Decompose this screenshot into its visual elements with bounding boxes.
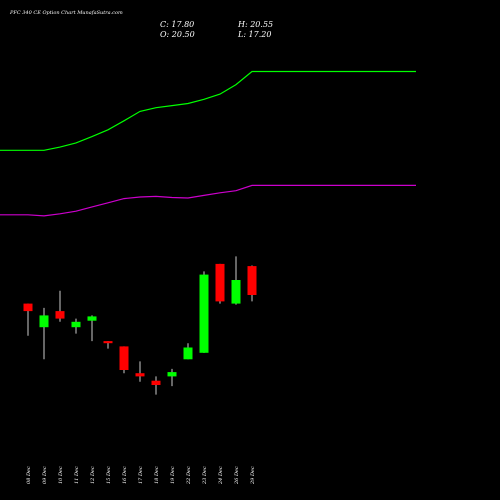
x-tick-label: 12 Dec xyxy=(90,466,96,484)
x-tick-label: 09 Dec xyxy=(42,466,48,484)
candle-up xyxy=(71,321,81,328)
candle-down xyxy=(215,263,225,302)
high-readout: H: 20.55 xyxy=(238,20,274,29)
candle-down xyxy=(151,380,161,385)
x-tick-label: 11 Dec xyxy=(74,466,80,484)
x-tick-label: 29 Dec xyxy=(250,466,256,485)
candle-up xyxy=(167,372,177,377)
upper-band-line xyxy=(0,70,416,151)
x-tick-label: 10 Dec xyxy=(58,466,64,484)
x-tick-label: 18 Dec xyxy=(154,466,160,484)
x-tick-label: 23 Dec xyxy=(202,466,208,485)
candle-down xyxy=(55,311,65,319)
candle-up xyxy=(87,316,97,321)
lower-band-line xyxy=(0,184,416,217)
x-tick-label: 24 Dec xyxy=(218,466,224,485)
candle-down xyxy=(103,341,113,344)
candle-up xyxy=(183,347,193,360)
x-tick-label: 08 Dec xyxy=(26,466,32,484)
low-readout: L: 17.20 xyxy=(238,30,272,39)
chart-title: PFC 340 CE Option Chart MunafaSutra.com xyxy=(10,10,123,16)
close-readout: C: 17.80 xyxy=(160,20,195,29)
x-tick-label: 22 Dec xyxy=(186,466,192,485)
candle-up xyxy=(199,274,209,353)
candle-down xyxy=(135,373,145,377)
x-tick-label: 17 Dec xyxy=(138,466,144,484)
open-readout: O: 20.50 xyxy=(160,30,195,39)
candle-up xyxy=(39,315,49,328)
x-tick-label: 15 Dec xyxy=(106,466,112,484)
x-tick-label: 16 Dec xyxy=(122,466,128,484)
candle-down xyxy=(119,346,129,370)
x-tick-label: 26 Dec xyxy=(234,466,240,485)
x-tick-label: 19 Dec xyxy=(170,466,176,484)
candle-down xyxy=(247,266,257,295)
candle-up xyxy=(231,280,241,304)
candle-down xyxy=(23,303,33,312)
